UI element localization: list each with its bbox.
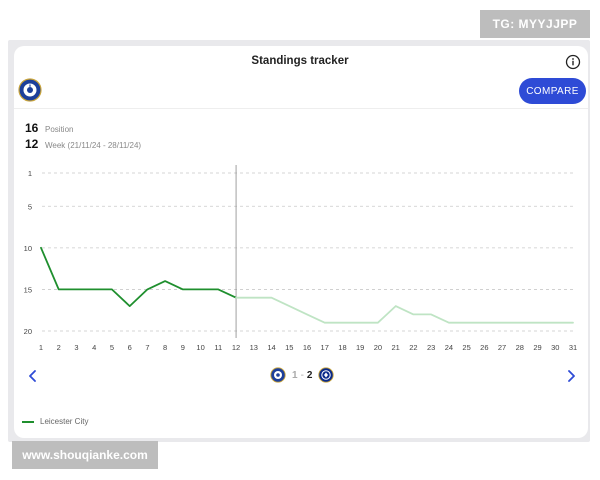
home-team-badge-icon	[270, 367, 286, 383]
week-label: Week (21/11/24 - 28/11/24)	[45, 141, 142, 150]
x-tick-label: 25	[462, 343, 470, 352]
y-tick-label: 10	[24, 244, 32, 253]
x-tick-label: 20	[374, 343, 382, 352]
chevron-right-icon[interactable]	[564, 368, 578, 384]
x-tick-label: 31	[569, 343, 577, 352]
page-title: Standings tracker	[251, 55, 349, 67]
x-tick-label: 28	[516, 343, 524, 352]
x-tick-label: 6	[128, 343, 132, 352]
standings-card	[14, 46, 588, 438]
x-tick-label: 23	[427, 343, 435, 352]
watermark-bottom-left: www.shouqianke.com	[12, 441, 158, 469]
x-tick-label: 16	[303, 343, 311, 352]
y-tick-label: 15	[24, 285, 32, 294]
watermark-top-right: TG: MYYJJPP	[480, 10, 590, 38]
x-tick-label: 30	[551, 343, 559, 352]
x-tick-label: 4	[92, 343, 96, 352]
x-tick-label: 8	[163, 343, 167, 352]
divider	[14, 108, 588, 109]
series-line-leicester-city	[40, 246, 238, 308]
x-tick-label: 10	[196, 343, 204, 352]
x-tick-label: 17	[321, 343, 329, 352]
score-separator: -	[300, 369, 304, 381]
x-tick-label: 12	[232, 343, 240, 352]
x-tick-label: 24	[445, 343, 453, 352]
x-tick-label: 11	[214, 343, 222, 352]
x-tick-label: 21	[391, 343, 399, 352]
week-value: 12	[25, 137, 39, 151]
x-tick-label: 9	[181, 343, 185, 352]
away-team-badge-icon	[318, 367, 335, 383]
chevron-left-icon[interactable]	[26, 368, 40, 384]
x-tick-label: 3	[74, 343, 78, 352]
x-tick-label: 18	[338, 343, 346, 352]
y-tick-label: 1	[28, 169, 32, 178]
x-tick-label: 14	[267, 343, 275, 352]
away-score: 2	[306, 369, 313, 381]
position-label: Position	[45, 125, 74, 134]
compare-button[interactable]: COMPARE	[519, 78, 586, 104]
x-tick-label: 19	[356, 343, 364, 352]
y-tick-label: 20	[24, 327, 32, 336]
x-tick-label: 26	[480, 343, 488, 352]
x-tick-label: 5	[110, 343, 114, 352]
week-stat: 12 Week (21/11/24 - 28/11/24)	[25, 137, 141, 151]
home-score: 1	[292, 369, 298, 381]
x-tick-label: 22	[409, 343, 417, 352]
legend-label: Leicester City	[40, 417, 89, 426]
match-result[interactable]: 1 - 2	[270, 367, 335, 383]
x-tick-label: 1	[39, 343, 43, 352]
x-tick-label: 27	[498, 343, 506, 352]
position-value: 16	[25, 121, 39, 135]
position-stat: 16 Position	[25, 121, 73, 135]
x-tick-label: 29	[533, 343, 541, 352]
x-tick-label: 7	[145, 343, 149, 352]
y-tick-label: 5	[28, 202, 32, 211]
legend-swatch	[22, 420, 34, 423]
x-tick-label: 13	[250, 343, 258, 352]
chart-legend: Leicester City	[22, 417, 88, 426]
info-icon[interactable]	[565, 54, 581, 70]
series-line-projection	[235, 296, 574, 324]
x-tick-label: 15	[285, 343, 293, 352]
leicester-badge-icon	[18, 78, 42, 102]
x-tick-label: 2	[57, 343, 61, 352]
